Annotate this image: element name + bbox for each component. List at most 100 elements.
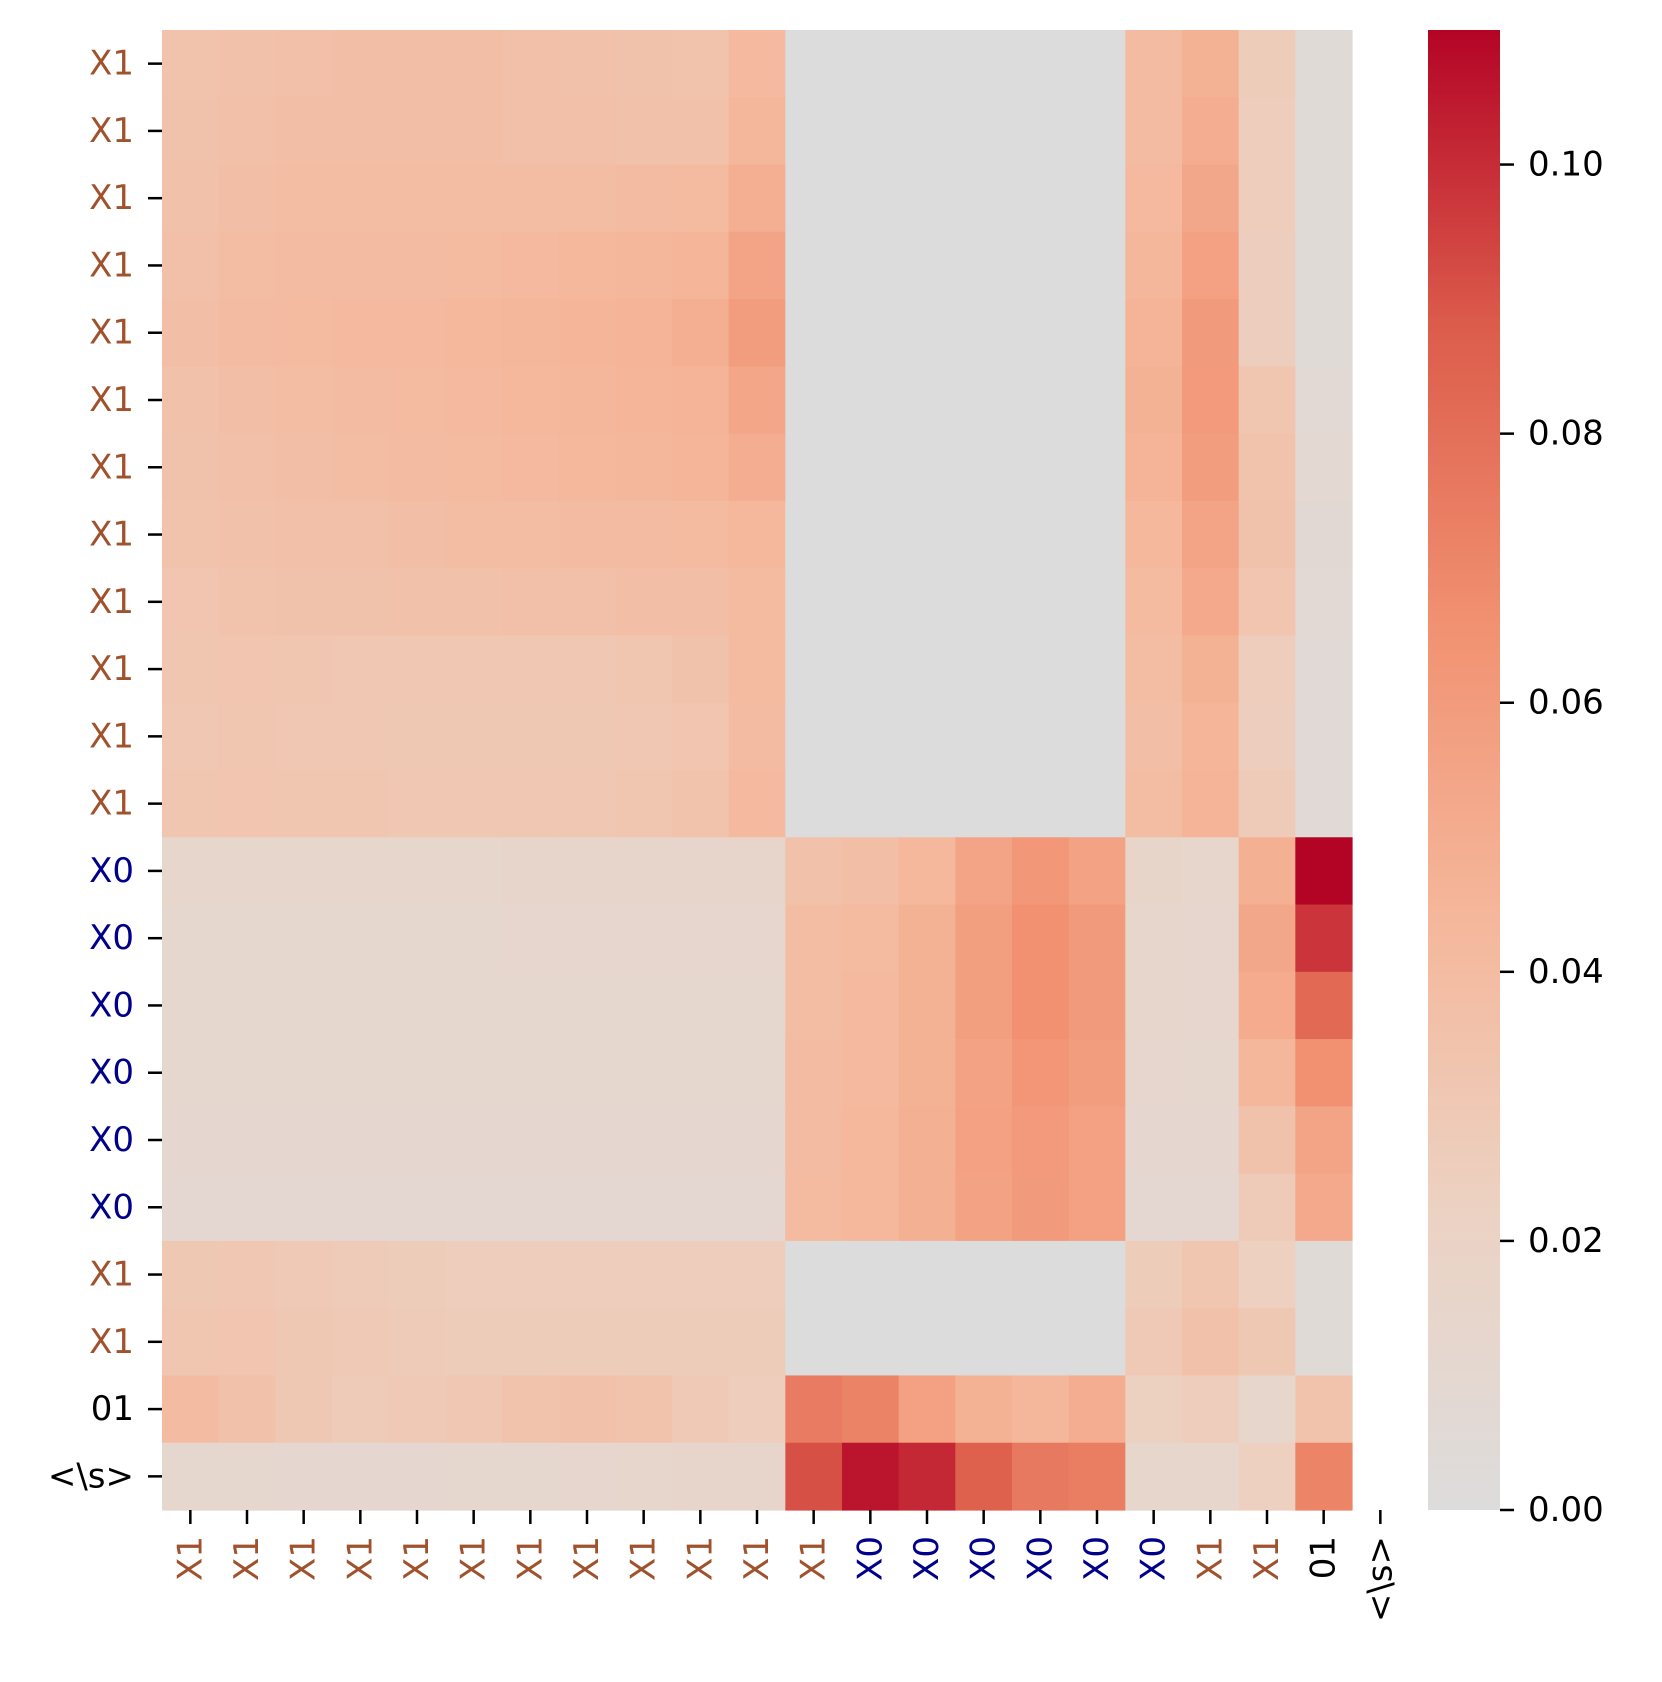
heatmap-cell [332,837,390,906]
heatmap-cell [218,164,276,233]
heatmap-cell [785,635,843,704]
heatmap-cell [1238,299,1296,367]
heatmap-cell [558,433,616,502]
heatmap-cell [502,1308,560,1377]
heatmap-cell [898,770,956,838]
heatmap-cell [558,299,616,367]
heatmap-cell [785,1039,843,1107]
x-tick-label: X1 [624,1536,664,1581]
heatmap-cell [785,433,843,502]
colorbar-tick-label: 0.02 [1528,1221,1604,1261]
heatmap-cell [1295,568,1353,637]
heatmap-cell [672,1106,730,1175]
heatmap-cell [615,1039,673,1107]
heatmap-cell [1125,433,1183,502]
heatmap-cell [502,971,560,1040]
heatmap-cell [275,1039,333,1107]
heatmap-cell [672,837,730,906]
heatmap-cell [1238,904,1296,973]
heatmap-cell [842,1240,900,1309]
heatmap-cell [388,837,446,906]
colorbar-tick-label: 0.06 [1528,683,1604,723]
heatmap-cell [558,1308,616,1377]
heatmap-cell [162,904,220,973]
heatmap-cell [1068,299,1126,367]
heatmap-cell [785,366,843,435]
heatmap-cell [842,770,900,838]
heatmap-cell [672,1173,730,1242]
heatmap-cell [1295,299,1353,367]
heatmap-cell [558,1442,616,1511]
heatmap-cell [1068,1039,1126,1107]
heatmap-cell [728,299,786,367]
heatmap-cell [218,97,276,166]
heatmap-cell [1068,971,1126,1040]
heatmap-cell [1238,971,1296,1040]
heatmap-cell [388,635,446,704]
heatmap-cell [275,433,333,502]
heatmap-cell [785,1308,843,1377]
heatmap-cell [218,1039,276,1107]
heatmap-cell [615,299,673,367]
heatmap-cell [162,1106,220,1175]
heatmap-cell [842,1442,900,1511]
heatmap-cell [785,1173,843,1242]
heatmap-cell [1012,366,1070,435]
heatmap-cell [898,1308,956,1377]
heatmap-cell [1238,837,1296,906]
y-tick-label: X0 [89,1120,134,1160]
heatmap-cell [1182,1240,1240,1309]
heatmap-cells [162,30,1353,1511]
heatmap-cell [1125,30,1183,98]
heatmap-cell [275,635,333,704]
heatmap-cell [1012,97,1070,166]
y-tick-label: X1 [89,178,134,218]
heatmap-cell [1012,433,1070,502]
heatmap-cell [1238,1308,1296,1377]
heatmap-cell [785,770,843,838]
heatmap-cell [1182,770,1240,838]
y-tick-label: X0 [89,851,134,891]
heatmap-cell [1012,30,1070,98]
heatmap-cell [275,1173,333,1242]
heatmap-cell [275,904,333,973]
y-tick-label: X1 [89,1322,134,1362]
heatmap-cell [445,837,503,906]
heatmap-cell [615,568,673,637]
heatmap-cell [502,500,560,569]
x-tick-label: X1 [1247,1536,1287,1581]
heatmap-cell [728,1240,786,1309]
heatmap-cell [388,702,446,771]
x-tick-label: X0 [850,1536,890,1581]
heatmap-cell [1182,231,1240,300]
heatmap-cell [1238,97,1296,166]
heatmap-cell [388,1039,446,1107]
heatmap-cell [785,1106,843,1175]
colorbar-axis: 0.00 0.02 0.04 0.06 0.08 0.10 [1500,145,1604,1530]
heatmap-cell [558,904,616,973]
heatmap-cell [445,1173,503,1242]
heatmap-cell [955,500,1013,569]
heatmap-cell [785,164,843,233]
heatmap-cell [1012,837,1070,906]
heatmap-cell [1295,1039,1353,1107]
heatmap-cell [955,1375,1013,1444]
heatmap-cell [218,1442,276,1511]
heatmap-cell [898,837,956,906]
heatmap-cell [1295,164,1353,233]
heatmap-cell [275,164,333,233]
y-tick-label: 01 [91,1389,134,1429]
heatmap-cell [672,702,730,771]
heatmap-cell [445,366,503,435]
heatmap-cell [898,1375,956,1444]
y-tick-label: <\s> [48,1456,134,1496]
heatmap-cell [955,366,1013,435]
heatmap-cell [1182,1375,1240,1444]
heatmap-cell [1182,971,1240,1040]
heatmap-cell [332,1240,390,1309]
heatmap-cell [955,1442,1013,1511]
heatmap-cell [615,702,673,771]
heatmap-cell [1068,433,1126,502]
heatmap-cell [332,1375,390,1444]
heatmap-cell [728,30,786,98]
